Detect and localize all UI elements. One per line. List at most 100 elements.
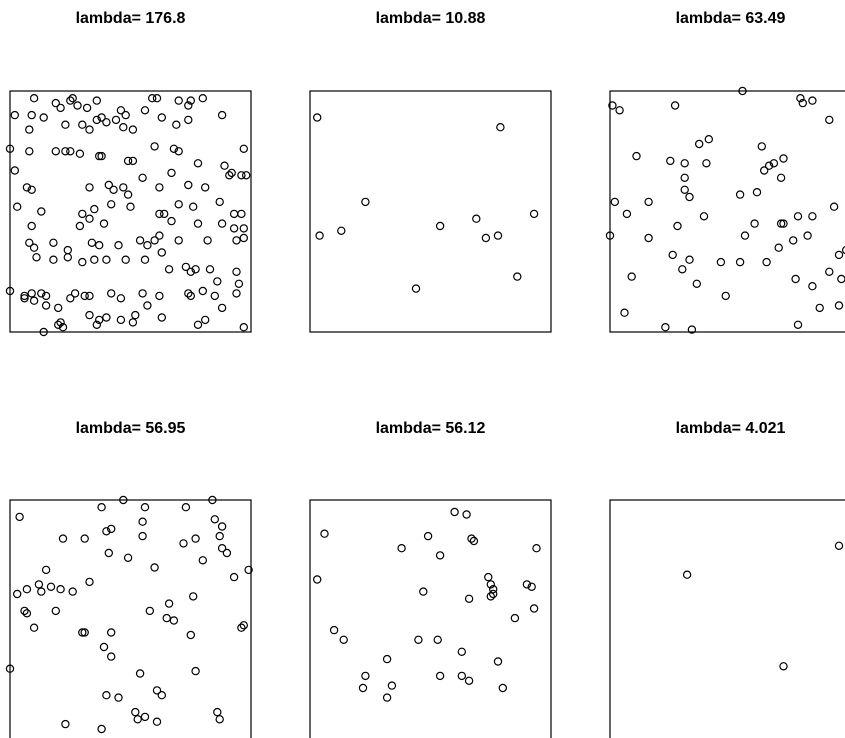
data-point — [174, 96, 183, 105]
data-point — [41, 301, 51, 310]
panel-4: lambda= 56.95 — [5, 420, 253, 738]
data-point — [829, 202, 839, 211]
data-point — [155, 209, 164, 219]
data-point — [94, 240, 104, 250]
data-point — [387, 681, 397, 690]
data-point — [764, 161, 774, 170]
data-point — [779, 219, 788, 228]
data-point — [184, 115, 193, 125]
data-point — [210, 291, 219, 301]
data-point — [329, 625, 339, 635]
data-point — [150, 142, 159, 151]
data-point — [186, 96, 195, 105]
data-point — [496, 122, 505, 132]
data-point — [217, 303, 227, 313]
data-point — [493, 231, 503, 240]
data-point — [92, 96, 102, 105]
data-point — [752, 187, 762, 197]
data-point — [85, 577, 94, 587]
data-point — [239, 144, 248, 153]
data-point — [220, 161, 229, 170]
data-point — [66, 294, 75, 303]
data-point — [135, 236, 145, 245]
data-point — [75, 221, 85, 231]
data-point — [41, 565, 51, 575]
data-point — [123, 553, 133, 563]
data-point — [41, 291, 51, 301]
data-point — [769, 159, 779, 168]
data-point — [78, 257, 87, 267]
data-point — [5, 286, 15, 296]
data-point — [834, 301, 844, 310]
data-point — [104, 548, 114, 558]
data-point — [80, 534, 89, 543]
data-point — [678, 265, 687, 274]
data-point — [382, 654, 392, 664]
data-point — [200, 183, 210, 192]
plot-frame — [609, 499, 845, 738]
data-point — [56, 103, 65, 113]
data-point — [205, 265, 215, 274]
data-point — [27, 221, 36, 231]
data-point — [49, 238, 58, 247]
data-point — [102, 527, 111, 536]
data-point — [138, 531, 147, 541]
data-point — [13, 589, 22, 599]
data-point — [181, 503, 191, 512]
data-point — [97, 151, 106, 161]
data-point — [213, 277, 222, 286]
data-point — [174, 147, 183, 156]
data-point — [217, 522, 227, 531]
data-point — [63, 245, 73, 255]
data-point — [63, 253, 73, 262]
data-point — [167, 216, 176, 226]
data-point — [796, 93, 805, 103]
data-point — [337, 226, 346, 235]
data-point — [157, 313, 166, 322]
data-point — [150, 236, 159, 245]
data-point — [382, 693, 392, 702]
data-point — [789, 236, 798, 245]
data-point — [157, 248, 166, 257]
data-point — [791, 274, 800, 284]
data-point — [699, 212, 709, 221]
panel-title: lambda= 63.49 — [676, 10, 786, 27]
data-point — [200, 315, 210, 325]
data-point — [361, 671, 370, 681]
data-point — [25, 125, 34, 134]
data-point — [241, 171, 251, 180]
data-point — [128, 156, 138, 166]
data-point — [735, 190, 745, 199]
data-point — [58, 534, 68, 543]
data-point — [239, 323, 248, 332]
data-point — [135, 669, 145, 678]
data-point — [237, 209, 246, 219]
data-point — [20, 606, 29, 616]
data-point — [27, 289, 36, 298]
data-point — [213, 707, 222, 717]
data-point — [622, 209, 632, 219]
data-point — [164, 265, 174, 274]
data-point — [169, 144, 179, 153]
data-point — [87, 238, 97, 247]
data-point — [155, 231, 164, 240]
data-point — [119, 122, 128, 132]
data-point — [673, 221, 682, 231]
data-point — [51, 606, 61, 616]
data-point — [51, 147, 61, 156]
data-point — [510, 613, 520, 623]
data-point — [186, 630, 195, 640]
data-point — [320, 529, 329, 538]
data-point — [66, 147, 75, 156]
plot-frame — [309, 499, 552, 738]
data-point — [99, 219, 109, 228]
data-point — [61, 120, 70, 129]
data-point — [339, 635, 348, 645]
data-point — [229, 224, 239, 233]
panel-title: lambda= 10.88 — [376, 10, 486, 27]
data-point — [834, 250, 844, 260]
data-point — [423, 531, 433, 541]
data-point — [29, 93, 39, 103]
data-point — [97, 724, 106, 734]
data-point — [793, 320, 803, 329]
